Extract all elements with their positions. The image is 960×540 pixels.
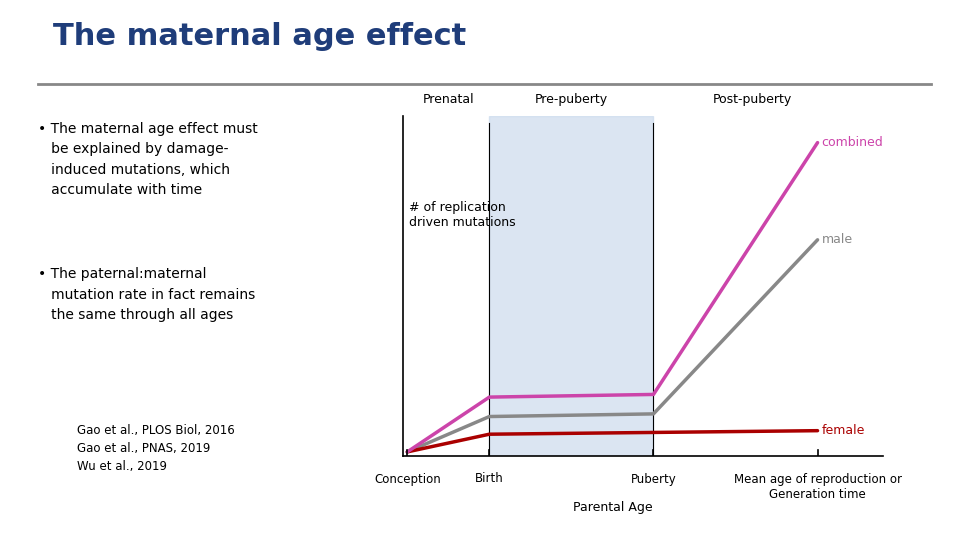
Text: # of replication
driven mutations: # of replication driven mutations (409, 201, 516, 229)
Text: Gao et al., PLOS Biol, 2016
Gao et al., PNAS, 2019
Wu et al., 2019: Gao et al., PLOS Biol, 2016 Gao et al., … (77, 424, 234, 473)
Text: • The paternal:maternal
   mutation rate in fact remains
   the same through all: • The paternal:maternal mutation rate in… (38, 267, 255, 322)
Text: The maternal age effect: The maternal age effect (53, 22, 466, 51)
Text: • The maternal age effect must
   be explained by damage-
   induced mutations, : • The maternal age effect must be explai… (38, 122, 258, 197)
Text: Birth: Birth (475, 472, 504, 485)
Text: Conception: Conception (374, 472, 441, 485)
Text: Pre-puberty: Pre-puberty (535, 93, 608, 106)
Text: Post-puberty: Post-puberty (712, 93, 792, 106)
Text: Mean age of reproduction or
Generation time: Mean age of reproduction or Generation t… (733, 472, 901, 501)
Bar (490, 116, 654, 456)
Text: female: female (822, 424, 865, 437)
Text: male: male (822, 233, 852, 246)
Text: Parental Age: Parental Age (572, 501, 652, 514)
Text: Prenatal: Prenatal (422, 93, 474, 106)
Text: combined: combined (822, 136, 883, 149)
Text: Puberty: Puberty (631, 472, 677, 485)
